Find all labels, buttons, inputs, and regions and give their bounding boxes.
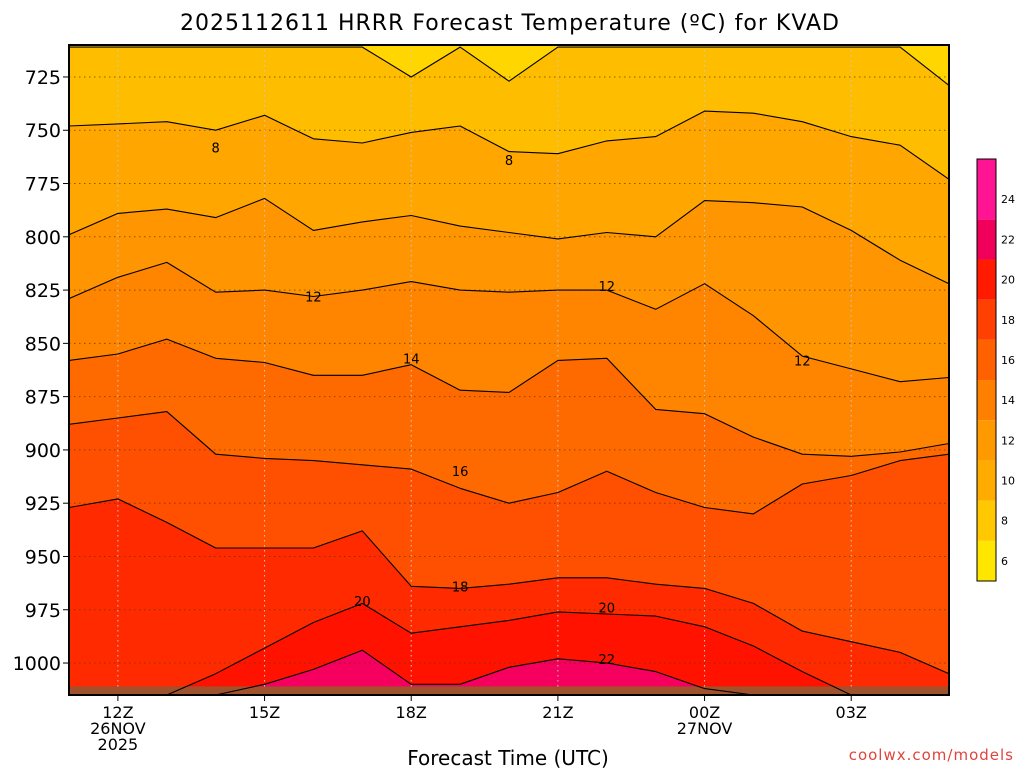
y-tick-label: 900 xyxy=(25,440,61,462)
temperature-band xyxy=(69,111,949,284)
colorbar-label: 10 xyxy=(1001,475,1015,488)
colorbar-label: 8 xyxy=(1001,515,1008,528)
contour-label: 8 xyxy=(505,154,513,169)
x-tick-date: 26NOV xyxy=(90,719,146,738)
y-tick-label: 950 xyxy=(25,546,61,568)
colorbar-segment xyxy=(977,299,996,340)
isotherm-22 xyxy=(69,649,949,695)
grid-lines xyxy=(69,45,949,695)
colorbar-segment xyxy=(977,420,996,461)
x-tick-date: 27NOV xyxy=(677,719,733,738)
contour-label: 16 xyxy=(452,465,469,480)
colorbar-label: 12 xyxy=(1001,434,1015,447)
contour-label: 12 xyxy=(599,280,616,295)
colorbar-label: 24 xyxy=(1001,193,1015,206)
colorbar-segment xyxy=(977,339,996,381)
x-tick-label: 00Z xyxy=(689,703,720,722)
y-tick-label: 750 xyxy=(25,120,61,142)
contour-labels: 8 8 12 12 12 14 16 18 20 20 22 xyxy=(212,141,811,667)
plot-frame xyxy=(68,44,950,696)
colorbar-segment xyxy=(977,460,996,501)
x-tick-label: 21Z xyxy=(542,703,573,722)
colorbar-frame xyxy=(976,158,997,582)
x-tick-label: 18Z xyxy=(396,703,427,722)
contour-label: 20 xyxy=(354,595,371,610)
colorbar-label: 20 xyxy=(1001,274,1015,287)
pressure-axis: 725 750 775 800 825 850 875 900 925 950 975 1000 xyxy=(13,67,69,675)
temperature-band xyxy=(69,603,949,695)
contour-label: 8 xyxy=(212,141,220,156)
y-tick-label: 800 xyxy=(25,227,61,249)
temperature-band xyxy=(69,45,949,86)
temperature-band xyxy=(69,411,949,674)
x-axis-title: Forecast Time (UTC) xyxy=(407,746,609,768)
y-tick-label: 875 xyxy=(25,387,61,409)
contour-label: 20 xyxy=(599,602,616,617)
y-tick-label: 825 xyxy=(25,280,61,302)
contour-label: 18 xyxy=(452,580,469,595)
colorbar-segment xyxy=(977,380,996,421)
isotherm-10 xyxy=(69,197,949,285)
colorbar-label: 22 xyxy=(1001,233,1015,246)
colorbar-label: 16 xyxy=(1001,354,1015,367)
y-tick-label: 775 xyxy=(25,174,61,196)
y-tick-label: 1000 xyxy=(13,653,61,675)
colorbar-label: 14 xyxy=(1001,394,1015,407)
isotherm-16 xyxy=(69,411,949,515)
credit-text: coolwx.com/models xyxy=(849,746,1014,764)
y-tick-label: 975 xyxy=(25,600,61,622)
y-tick-label: 850 xyxy=(25,333,61,355)
colorbar-label: 6 xyxy=(1001,555,1008,568)
colorbar-segment xyxy=(977,500,996,541)
chart-title: 2025112611 HRRR Forecast Temperature (ºC… xyxy=(180,11,840,36)
colorbar-segment xyxy=(977,540,996,581)
isotherm-18 xyxy=(69,498,949,675)
temperature-band xyxy=(69,47,949,180)
temperature-band xyxy=(69,650,949,695)
y-tick-label: 725 xyxy=(25,67,61,89)
colorbar-segment xyxy=(977,259,996,300)
ground-bar xyxy=(69,686,949,695)
x-tick-label: 03Z xyxy=(836,703,867,722)
x-tick-label: 15Z xyxy=(249,703,280,722)
colorbar-segment xyxy=(977,219,996,260)
colorbar-segment xyxy=(977,159,996,220)
temperature-band xyxy=(69,339,949,514)
x-tick-label: 12Z xyxy=(102,703,133,722)
contour-label: 12 xyxy=(794,354,811,369)
contour-label: 14 xyxy=(403,352,420,367)
y-tick-label: 925 xyxy=(25,493,61,515)
isotherm-6 xyxy=(69,46,949,86)
contour-label: 12 xyxy=(305,290,322,305)
temperature-fills xyxy=(69,45,949,695)
temperature-band xyxy=(69,262,949,457)
contour-label: 22 xyxy=(599,653,616,668)
temperature-band xyxy=(69,498,949,695)
isotherm-lines xyxy=(69,46,949,695)
isotherm-20 xyxy=(69,602,949,695)
colorbar: 6 8 10 12 14 16 18 20 22 24 xyxy=(976,158,1015,582)
isotherm-14 xyxy=(69,338,949,457)
isotherm-8 xyxy=(69,110,949,180)
x-tick-year: 2025 xyxy=(98,735,139,754)
isotherm-12 xyxy=(69,261,949,383)
colorbar-label: 18 xyxy=(1001,314,1015,327)
